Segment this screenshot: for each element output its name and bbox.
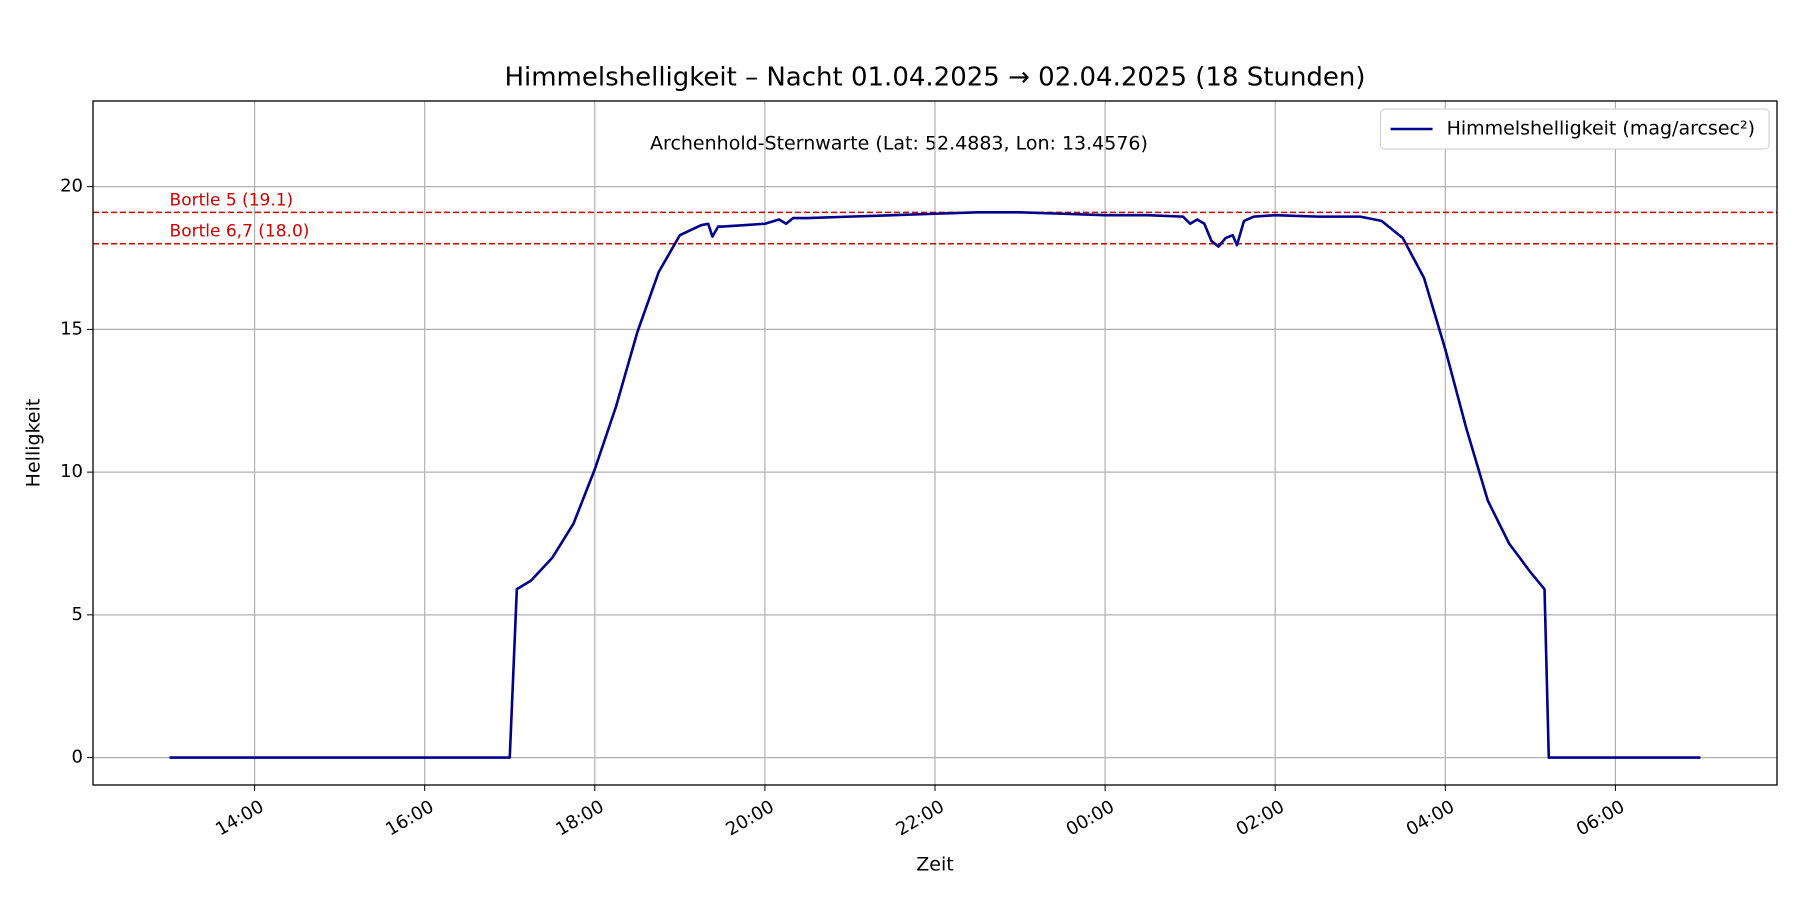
y-tick-label: 5: [72, 604, 83, 625]
y-tick-label: 20: [60, 176, 83, 197]
legend-label: Himmelshelligkeit (mag/arcsec²): [1447, 118, 1755, 140]
reference-label: Bortle 6,7 (18.0): [170, 222, 310, 242]
reference-label: Bortle 5 (19.1): [170, 190, 294, 210]
legend-box: [1380, 108, 1770, 150]
data-line: [169, 211, 1701, 759]
chart-title: Himmelshelligkeit – Nacht 01.04.2025 → 0…: [504, 63, 1365, 93]
chart-subtitle: Archenhold-Sternwarte (Lat: 52.4883, Lon…: [650, 133, 1148, 155]
y-tick-label: 15: [60, 318, 83, 339]
y-axis-label: Helligkeit: [23, 399, 45, 488]
legend: Himmelshelligkeit (mag/arcsec²): [1380, 108, 1770, 150]
y-tick-label: 0: [72, 747, 83, 768]
x-axis-label: Zeit: [916, 854, 953, 876]
plot-frame: [92, 100, 1778, 786]
y-tick-label: 10: [60, 461, 83, 482]
